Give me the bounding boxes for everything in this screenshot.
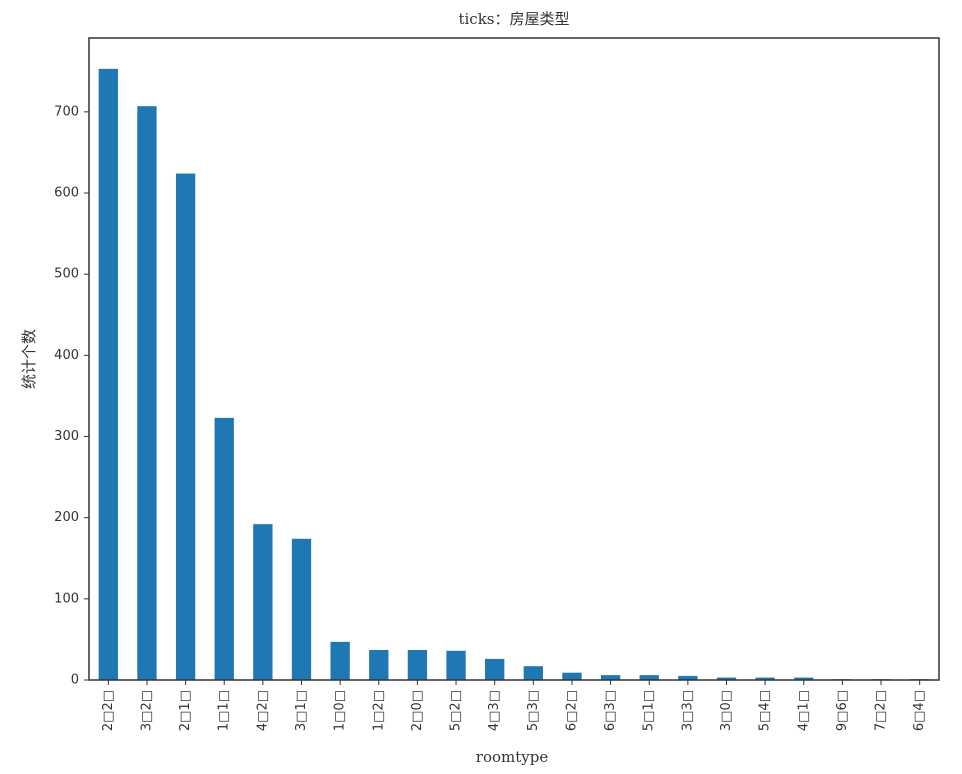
x-tick-label: 1□1□	[217, 690, 232, 731]
x-axis-label: roomtype	[476, 748, 549, 766]
bar	[600, 675, 621, 680]
y-tick-label: 200	[54, 510, 79, 525]
x-tick-label: 1□0□	[333, 690, 348, 731]
x-tick-label: 5□4□	[758, 690, 773, 731]
bar	[562, 672, 582, 680]
x-tick-label: 2□1□	[178, 690, 193, 731]
bar	[291, 538, 312, 680]
x-tick-label: 4□1□	[796, 690, 811, 731]
x-tick-label: 9□6□	[835, 690, 850, 731]
y-tick-label: 700	[54, 104, 79, 119]
x-tick-label: 5□2□	[449, 690, 464, 731]
chart-title: ticks：房屋类型	[458, 10, 569, 28]
x-tick-label: 6□2□	[564, 690, 579, 731]
y-tick-label: 100	[54, 591, 79, 606]
x-tick-label: 3□1□	[294, 690, 309, 731]
bar	[214, 417, 234, 680]
bar	[755, 677, 775, 680]
bar	[407, 649, 428, 680]
x-tick-label: 4□3□	[487, 690, 502, 731]
y-axis-label: 统计个数	[20, 329, 38, 389]
y-tick-label: 0	[71, 673, 79, 688]
bar	[446, 650, 466, 680]
bar	[794, 677, 814, 680]
x-tick-label: 6□4□	[912, 690, 927, 731]
x-tick-label: 2□0□	[410, 690, 425, 731]
x-tick-label: 3□2□	[139, 690, 154, 731]
x-tick-label: 2□2□	[101, 690, 116, 731]
bar	[716, 677, 737, 680]
x-tick-label: 5□1□	[642, 690, 657, 731]
plot-frame	[88, 37, 940, 681]
bar	[485, 658, 505, 680]
bar	[523, 666, 543, 680]
bar	[639, 675, 659, 680]
bar	[369, 649, 389, 680]
bar	[253, 524, 273, 680]
bar	[175, 173, 196, 680]
y-tick-label: 400	[54, 348, 79, 363]
x-tick-label: 1□2□	[371, 690, 386, 731]
bar	[330, 641, 350, 680]
y-tick-label: 500	[54, 267, 79, 282]
bar	[678, 675, 698, 680]
x-tick-label: 6□3□	[603, 690, 618, 731]
x-tick-label: 3□3□	[680, 690, 695, 731]
x-tick-label: 7□2□	[874, 690, 889, 731]
x-tick-label: 4□2□	[255, 690, 270, 731]
y-tick-label: 600	[54, 186, 79, 201]
x-tick-label: 3□0□	[719, 690, 734, 731]
x-tick-label: 5□3□	[526, 690, 541, 731]
bar	[98, 68, 118, 680]
bar	[137, 106, 157, 680]
y-tick-label: 300	[54, 429, 79, 444]
